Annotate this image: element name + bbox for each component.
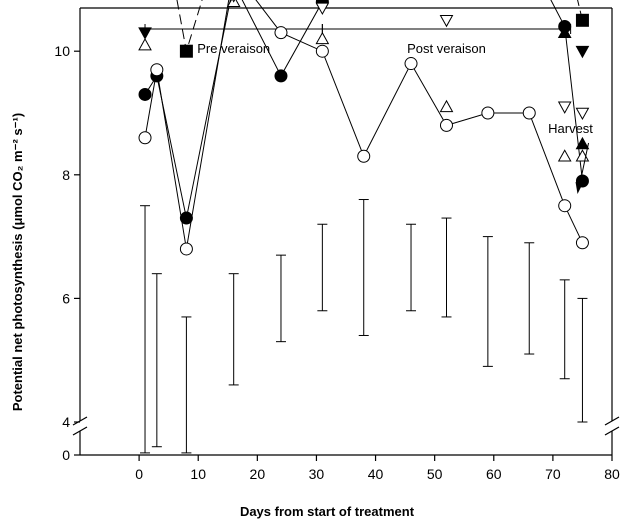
data-point-filled-circle [138,87,152,101]
data-point-open-triangle-down [557,101,572,114]
x-tick-label: 30 [309,466,325,482]
data-point-open-triangle-up [226,0,241,8]
harvest-arrow-shaft [578,142,590,191]
data-point-open-circle [150,63,164,77]
y-tick-label: 10 [54,43,70,59]
phase-brackets: Pre veraison Post veraison [144,24,572,56]
data-point-open-circle [481,106,495,120]
data-point-open-circle [357,149,371,163]
data-point-open-triangle-up [439,99,454,113]
data-point-open-triangle-up [138,37,152,51]
data-point-open-triangle-down [315,2,330,15]
harvest-label: Harvest [548,121,593,136]
data-point-open-circle [575,236,589,250]
data-point-filled-circle [179,211,193,225]
data-point-filled-triangle-down [575,45,590,59]
data-point-open-circle [404,57,418,71]
phase-label: Post veraison [407,41,486,56]
annotations: Harvest [548,121,593,194]
data-point-open-triangle-down [232,0,236,3]
data-point-filled-triangle-up [557,25,572,38]
data-point-filled-triangle-down [138,27,152,40]
y-tick-label: 6 [62,290,70,306]
axis-break-mark-left [72,416,88,426]
data-point-filled-triangle-up [575,136,590,150]
data-point-open-triangle-down [575,107,590,121]
y-axis-label: Potential net photosynthesis (μmol CO₂ m… [10,113,25,411]
x-tick-label: 60 [486,466,502,482]
axis-break-mark-left [72,426,88,436]
x-tick-label: 70 [545,466,561,482]
data-point-filled-circle [274,69,288,83]
data-point-open-circle [558,199,572,213]
data-point-filled-square [179,44,193,58]
axis-break-mark-right [604,426,620,436]
x-tick-label: 40 [368,466,384,482]
axis-break-mark-right [604,416,620,426]
x-tick-label: 50 [427,466,443,482]
phase-label: Pre veraison [197,41,270,56]
harvest-arrow-head [575,182,583,194]
data-point-open-circle [522,106,536,120]
axes: 01020304050607080046810121416 [54,7,620,482]
data-point-open-circle [138,131,152,145]
y-tick-label: 0 [62,447,70,463]
data-point-open-triangle-down [439,15,454,28]
data-point-open-triangle-up [315,31,330,45]
x-tick-label: 0 [135,466,143,482]
x-tick-label: 20 [250,466,266,482]
series-markers [138,0,590,256]
x-tick-label: 80 [604,466,620,482]
x-tick-label: 10 [190,466,206,482]
data-point-open-circle [439,118,453,132]
data-point-filled-square [575,13,589,27]
error-bars [140,199,588,454]
data-point-open-circle [315,44,329,58]
data-point-open-circle [274,26,288,40]
y-tick-label: 4 [62,414,70,430]
data-point-open-triangle-up [557,149,572,162]
x-axis-label: Days from start of treatment [240,504,415,519]
data-point-open-circle [179,242,193,256]
y-tick-label: 8 [62,167,70,183]
